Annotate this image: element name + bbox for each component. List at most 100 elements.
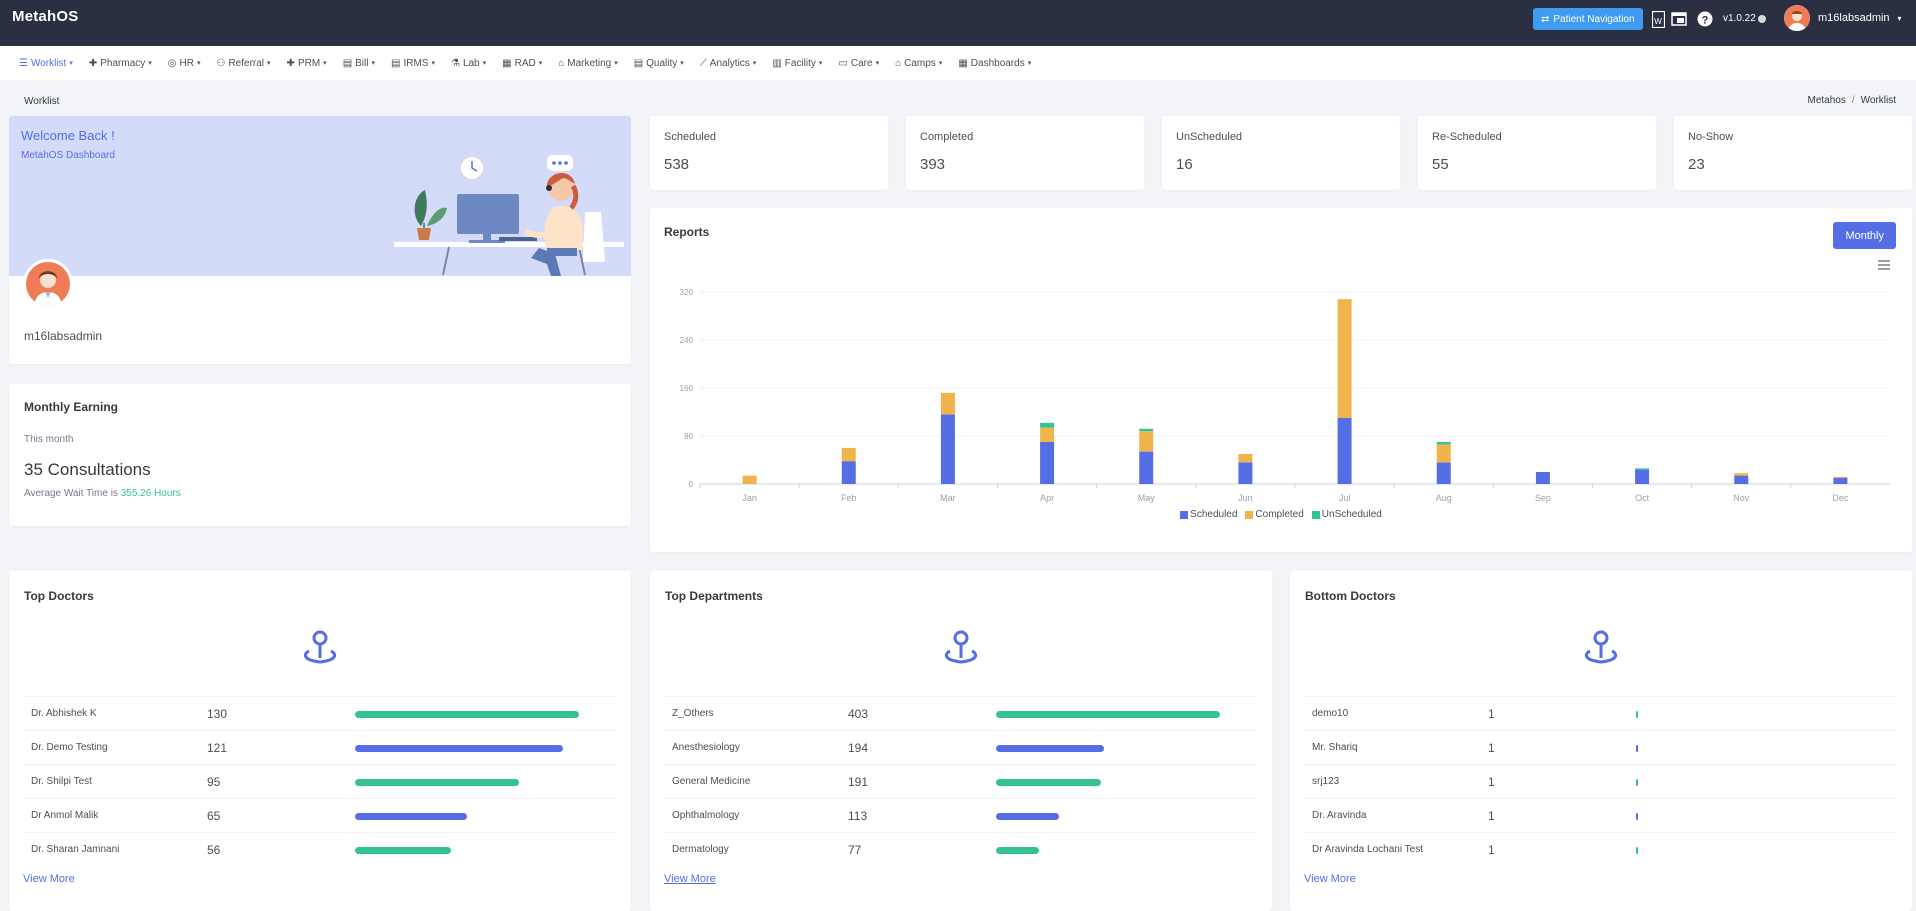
- list-icon: ☰: [19, 57, 28, 69]
- average-wait-time: Average Wait Time is 355.26 Hours: [24, 488, 181, 499]
- row-count: 77: [848, 843, 862, 857]
- x-tick-label: Oct: [1635, 493, 1650, 503]
- progress-bar: [355, 847, 451, 854]
- table-row: srj123 1: [1304, 764, 1898, 798]
- table-row: General Medicine 191: [664, 764, 1258, 798]
- legend-swatch: [1245, 510, 1254, 519]
- stat-value: 393: [920, 156, 946, 173]
- row-count: 121: [207, 741, 228, 755]
- row-count: 194: [848, 741, 869, 755]
- chevron-down-icon: ▾: [1897, 13, 1902, 23]
- table-row: Dermatology 77: [664, 832, 1258, 866]
- legend-item[interactable]: Scheduled: [1180, 509, 1237, 520]
- stat-card-completed: Completed 393: [906, 116, 1144, 190]
- bar-scheduled: [1337, 418, 1352, 484]
- breadcrumb-root[interactable]: Metahos: [1807, 95, 1846, 106]
- main-nav: ☰ Worklist ▾ ✚ Pharmacy ▾ ◎ HR ▾ ⚇ Referral ▾ ✚ PRM ▾ ▤…: [0, 46, 1916, 80]
- bag-icon: ⌂: [895, 57, 902, 69]
- stat-value: 23: [1688, 156, 1705, 173]
- film-icon: ▦: [502, 57, 512, 69]
- nav-item-irms[interactable]: ▤ IRMS ▾: [391, 58, 435, 69]
- progress-bar: [1636, 711, 1638, 718]
- y-tick-label: 80: [684, 432, 693, 441]
- row-name: demo10: [1312, 708, 1349, 719]
- x-tick-label: Nov: [1733, 493, 1750, 503]
- table-row: Dr. Abhishek K 130: [23, 696, 617, 730]
- nav-item-prm[interactable]: ✚ PRM ▾: [287, 58, 327, 69]
- x-tick-label: Aug: [1436, 493, 1452, 503]
- table-row: Z_Others 403: [664, 696, 1258, 730]
- progress-bar: [355, 779, 519, 786]
- progress-bar: [996, 779, 1101, 786]
- view-more-link[interactable]: View More: [664, 873, 716, 885]
- nav-item-analytics[interactable]: ⟋ Analytics ▾: [700, 58, 757, 69]
- stat-card-unscheduled: UnScheduled 16: [1162, 116, 1400, 190]
- brand-logo[interactable]: MetahOS: [12, 8, 79, 25]
- status-dot-icon: [1758, 15, 1766, 23]
- legend-item[interactable]: Completed: [1245, 509, 1304, 520]
- user-menu[interactable]: m16labsadmin ▾: [1784, 5, 1902, 31]
- nav-item-pharmacy[interactable]: ✚ Pharmacy ▾: [89, 58, 152, 69]
- stat-card-no-show: No-Show 23: [1674, 116, 1912, 190]
- window-icon[interactable]: [1671, 10, 1687, 28]
- row-name: Dr. Shilpi Test: [31, 776, 92, 787]
- view-more-link[interactable]: View More: [1304, 873, 1356, 885]
- view-more-link[interactable]: View More: [23, 873, 75, 885]
- progress-bar: [996, 813, 1059, 820]
- chevron-down-icon: ▾: [1027, 60, 1032, 67]
- row-count: 113: [848, 809, 868, 823]
- chart-menu-icon[interactable]: [1878, 260, 1890, 270]
- nav-item-referral[interactable]: ⚇ Referral ▾: [216, 58, 270, 69]
- nav-item-label: Quality: [646, 57, 678, 69]
- nav-item-label: IRMS: [403, 57, 429, 69]
- nav-item-label: Pharmacy: [100, 57, 146, 69]
- welcome-subtitle: MetahOS Dashboard: [21, 150, 115, 161]
- nav-item-camps[interactable]: ⌂ Camps ▾: [895, 58, 942, 69]
- chevron-down-icon: ▾: [371, 60, 375, 67]
- row-name: Mr. Shariq: [1312, 742, 1358, 753]
- profile-avatar[interactable]: [23, 259, 73, 309]
- nav-item-facility[interactable]: ▥ Facility ▾: [772, 58, 822, 69]
- x-tick-label: Sep: [1535, 493, 1551, 503]
- row-name: Dr Anmol Malik: [31, 810, 99, 821]
- nav-item-dashboards[interactable]: ▦ Dashboards ▾: [958, 58, 1031, 69]
- row-count: 1: [1488, 707, 1495, 721]
- patient-navigation-label: Patient Navigation: [1553, 13, 1635, 25]
- building-icon: ▥: [772, 57, 782, 69]
- x-tick-label: Jun: [1238, 493, 1253, 503]
- svg-text:W: W: [1654, 17, 1662, 26]
- x-tick-label: Jul: [1339, 493, 1351, 503]
- bar-completed: [1139, 431, 1154, 452]
- nav-item-marketing[interactable]: ⌂ Marketing ▾: [558, 58, 617, 69]
- legend-label: Scheduled: [1190, 509, 1238, 520]
- nav-item-care[interactable]: ▭ Care ▾: [838, 58, 879, 69]
- top-departments-card: Top Departments Z_Others 403 Anesthesiol…: [650, 571, 1272, 911]
- top-doctors-card: Top Doctors Dr. Abhishek K 130 Dr. Demo …: [9, 571, 631, 911]
- nav-item-rad[interactable]: ▦ RAD ▾: [502, 58, 542, 69]
- nav-item-lab[interactable]: ⚗ Lab ▾: [451, 58, 486, 69]
- nav-item-label: HR: [179, 57, 194, 69]
- bar-scheduled: [1734, 475, 1749, 484]
- stat-label: Re-Scheduled: [1432, 131, 1502, 143]
- patient-navigation-button[interactable]: ⇄ Patient Navigation: [1533, 8, 1643, 30]
- bar-scheduled: [940, 414, 955, 484]
- word-document-icon[interactable]: W: [1650, 10, 1666, 28]
- reports-chart: 0 80 160 240 320 Jan Feb Mar Apr May Jun Jul Aug Sep O…: [680, 288, 1890, 503]
- row-count: 1: [1488, 741, 1495, 755]
- nav-item-label: Camps: [904, 57, 936, 69]
- table-row: Mr. Shariq 1: [1304, 730, 1898, 764]
- nav-item-hr[interactable]: ◎ HR ▾: [168, 58, 201, 69]
- nav-item-quality[interactable]: ▤ Quality ▾: [634, 58, 684, 69]
- row-count: 65: [207, 809, 221, 823]
- nav-item-bill[interactable]: ▤ Bill ▾: [343, 58, 375, 69]
- legend-swatch: [1180, 510, 1189, 519]
- progress-bar: [1636, 813, 1638, 820]
- nav-item-worklist[interactable]: ☰ Worklist ▾: [19, 58, 73, 69]
- avatar: [1784, 5, 1810, 31]
- bar-scheduled: [1139, 451, 1154, 484]
- help-icon[interactable]: ?: [1697, 10, 1713, 28]
- monthly-period-button[interactable]: Monthly: [1833, 222, 1896, 249]
- legend-item[interactable]: UnScheduled: [1311, 509, 1382, 520]
- bar-scheduled: [1635, 469, 1650, 484]
- bar-scheduled: [841, 461, 856, 484]
